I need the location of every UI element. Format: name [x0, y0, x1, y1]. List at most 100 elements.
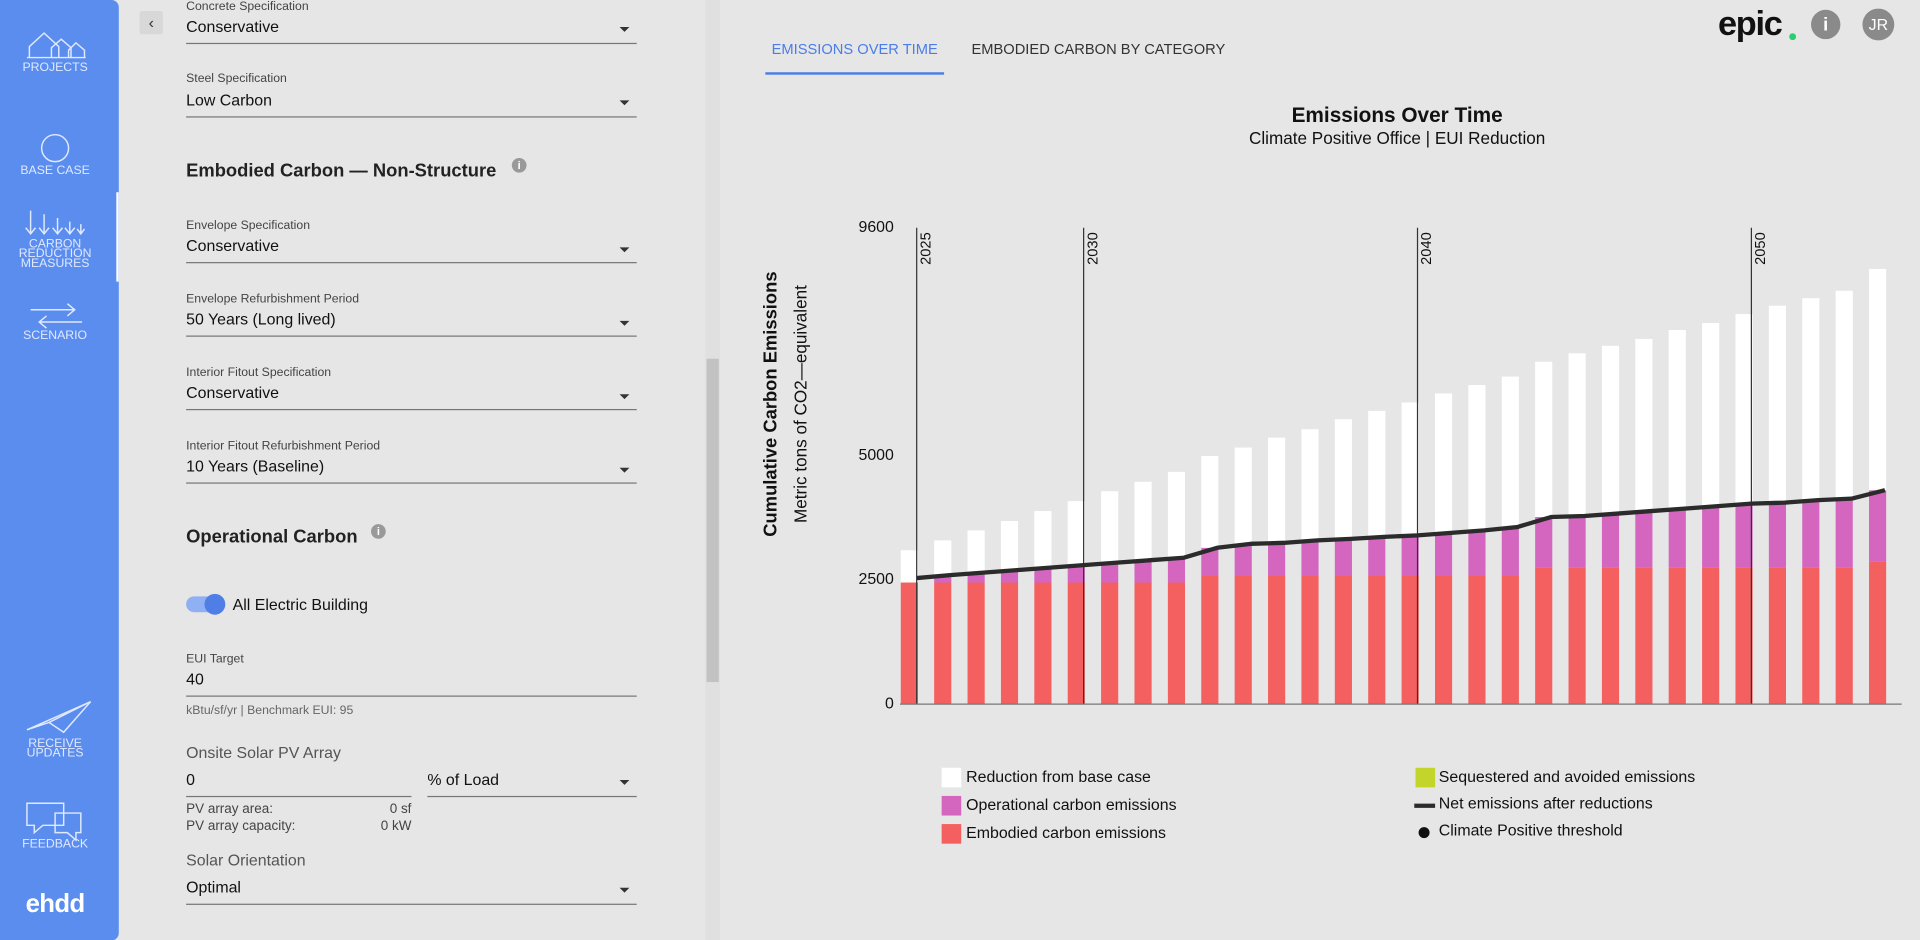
- bar-segment: [1368, 536, 1386, 576]
- bar-segment: [1869, 561, 1887, 705]
- bar-segment: [1234, 575, 1252, 705]
- field-label: EUI Target: [186, 652, 244, 667]
- field-value[interactable]: Conservative: [186, 236, 280, 255]
- section-title: Embodied Carbon — Non-Structure: [186, 160, 497, 182]
- bar-segment: [1368, 410, 1386, 537]
- base-case-icon: [40, 133, 70, 163]
- bar-segment: [1635, 511, 1653, 568]
- underline: [186, 695, 637, 697]
- underline: [186, 262, 637, 264]
- bar-segment: [1535, 517, 1553, 568]
- bar-segment: [1768, 305, 1787, 503]
- chart-subtitle: Climate Positive Office | EUI Reduction: [1249, 128, 1545, 148]
- caret: [619, 467, 630, 473]
- chart-group: EMISSIONS OVER TIME EMBODIED CARBON BY C…: [759, 5, 1902, 844]
- bar-segment: [1268, 575, 1286, 705]
- field-value[interactable]: % of Load: [427, 770, 500, 789]
- legend-swatch: [1415, 767, 1436, 788]
- tab[interactable]: EMISSIONS OVER TIME: [772, 42, 938, 58]
- bar-segment: [1802, 298, 1820, 501]
- bar-segment: [1835, 498, 1853, 568]
- nav-item[interactable]: RECEIVE UPDATES: [26, 737, 84, 761]
- bar-segment: [1535, 567, 1553, 705]
- year-label: 2030: [1085, 232, 1101, 265]
- tab[interactable]: EMBODIED CARBON BY CATEGORY: [971, 42, 1225, 58]
- bar-segment: [1702, 323, 1720, 507]
- bar-segment: [1568, 567, 1586, 705]
- caret: [619, 394, 630, 400]
- field-value: 0 kW: [380, 819, 412, 834]
- field-value[interactable]: Conservative: [186, 17, 280, 36]
- field-value[interactable]: 0: [186, 770, 195, 789]
- legend-label: Net emissions after reductions: [1439, 796, 1653, 813]
- bar-segment: [1268, 542, 1286, 576]
- nav-item[interactable]: BASE CASE: [20, 164, 90, 178]
- field-value[interactable]: 50 Years (Long lived): [186, 309, 336, 329]
- bar-segment: [1167, 471, 1186, 558]
- field-label: Onsite Solar PV Array: [186, 743, 341, 762]
- bar-segment: [1835, 567, 1853, 705]
- bar-segment: [1869, 268, 1887, 491]
- info-icon[interactable]: i: [511, 157, 527, 173]
- bar-segment: [1101, 582, 1119, 705]
- bar-segment: [1668, 567, 1686, 705]
- bar-segment: [1000, 570, 1019, 583]
- field-label: PV array area:: [186, 802, 273, 817]
- toggle[interactable]: [186, 593, 226, 615]
- info-button[interactable]: [1811, 9, 1841, 40]
- chart: EMISSIONS OVER TIME EMBODIED CARBON BY C…: [759, 5, 1902, 844]
- caret: [619, 26, 630, 32]
- field-value[interactable]: Low Carbon: [186, 90, 272, 109]
- bar-segment: [1034, 582, 1052, 705]
- field-value[interactable]: Optimal: [186, 877, 241, 897]
- bar-segment: [1501, 376, 1519, 527]
- nav-item[interactable]: SCENARIO: [23, 329, 88, 343]
- y-tick-label: 9600: [858, 219, 894, 236]
- bar-segment: [1134, 560, 1152, 583]
- bar-segment: [1601, 513, 1620, 568]
- bar-segment: [1301, 429, 1319, 541]
- field-value[interactable]: Conservative: [186, 383, 280, 402]
- bar-segment: [1835, 290, 1853, 499]
- year-label: 2025: [918, 232, 934, 265]
- net-line: [916, 488, 1886, 581]
- field-value[interactable]: 40: [186, 669, 204, 689]
- scrollbar[interactable]: [705, 0, 721, 940]
- section-title: Operational Carbon: [186, 526, 358, 548]
- bar-segment: [1134, 582, 1152, 705]
- nav-item[interactable]: FEEDBACK: [22, 837, 89, 852]
- sidebar: PROJECTS BASE CASE CARBON REDUCTION MEAS…: [0, 0, 119, 940]
- field-value[interactable]: 10 Years (Baseline): [186, 456, 325, 476]
- field-value: 0 sf: [389, 802, 412, 817]
- reduction-icon: [25, 210, 86, 236]
- y-subtitle: Metric tons of CO2—equivalent: [791, 285, 811, 523]
- info-icon[interactable]: i: [371, 524, 386, 539]
- bar-segment: [1802, 500, 1820, 568]
- nav-item[interactable]: PROJECTS: [22, 61, 88, 75]
- bar-segment: [1802, 567, 1820, 705]
- info-glyph: i: [1823, 14, 1828, 35]
- bar-segment: [1401, 535, 1419, 576]
- projects-icon: [26, 32, 86, 59]
- field-label: Interior Fitout Specification: [186, 366, 332, 380]
- bar-segment: [1401, 402, 1419, 536]
- legend-label: Reduction from base case: [966, 769, 1151, 786]
- caret: [619, 247, 630, 253]
- bar-segment: [1167, 557, 1186, 583]
- nav-item[interactable]: CARBON REDUCTION MEASURES: [18, 237, 92, 271]
- bar-segment: [1468, 385, 1486, 531]
- feedback-icon: [26, 802, 82, 842]
- avatar[interactable]: [1862, 8, 1895, 41]
- back-button[interactable]: ‹: [139, 11, 163, 35]
- bar-segment: [1635, 567, 1653, 705]
- bar-segment: [1301, 540, 1319, 576]
- bar-segment: [1869, 490, 1887, 562]
- toggle-label: All Electric Building: [232, 595, 369, 614]
- bar-segment: [1234, 447, 1252, 544]
- underline: [186, 795, 412, 798]
- scroll-thumb[interactable]: [706, 358, 719, 683]
- bar-segment: [900, 582, 918, 705]
- bar-segment: [1101, 491, 1119, 563]
- bar-segment: [967, 530, 985, 573]
